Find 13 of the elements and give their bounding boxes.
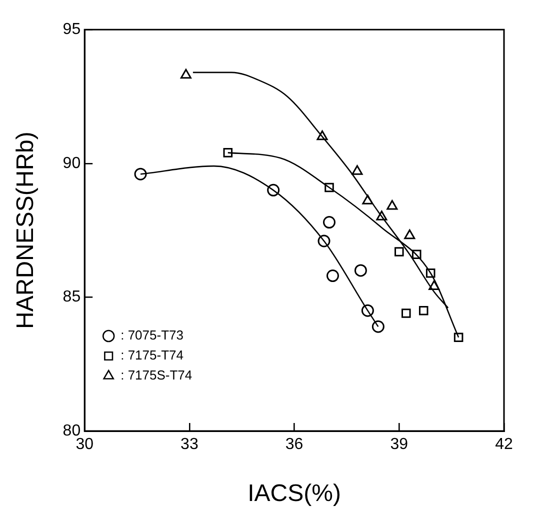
y-tick-label: 85 xyxy=(62,288,81,306)
legend-label: : 7175-T74 xyxy=(120,348,184,363)
x-tick-label: 39 xyxy=(390,436,408,454)
y-axis-title: HARDNESS(HRb) xyxy=(12,132,40,329)
x-tick-label: 36 xyxy=(285,436,304,454)
y-tick-label: 90 xyxy=(62,154,81,172)
x-axis-title: IACS(%) xyxy=(248,480,341,508)
legend-label: : 7175S-T74 xyxy=(120,368,192,383)
y-tick-label: 95 xyxy=(62,21,81,38)
legend-label: : 7075-T73 xyxy=(120,328,184,343)
x-tick-label: 30 xyxy=(76,436,94,454)
x-tick-label: 42 xyxy=(495,436,513,454)
x-tick-label: 33 xyxy=(180,436,198,454)
